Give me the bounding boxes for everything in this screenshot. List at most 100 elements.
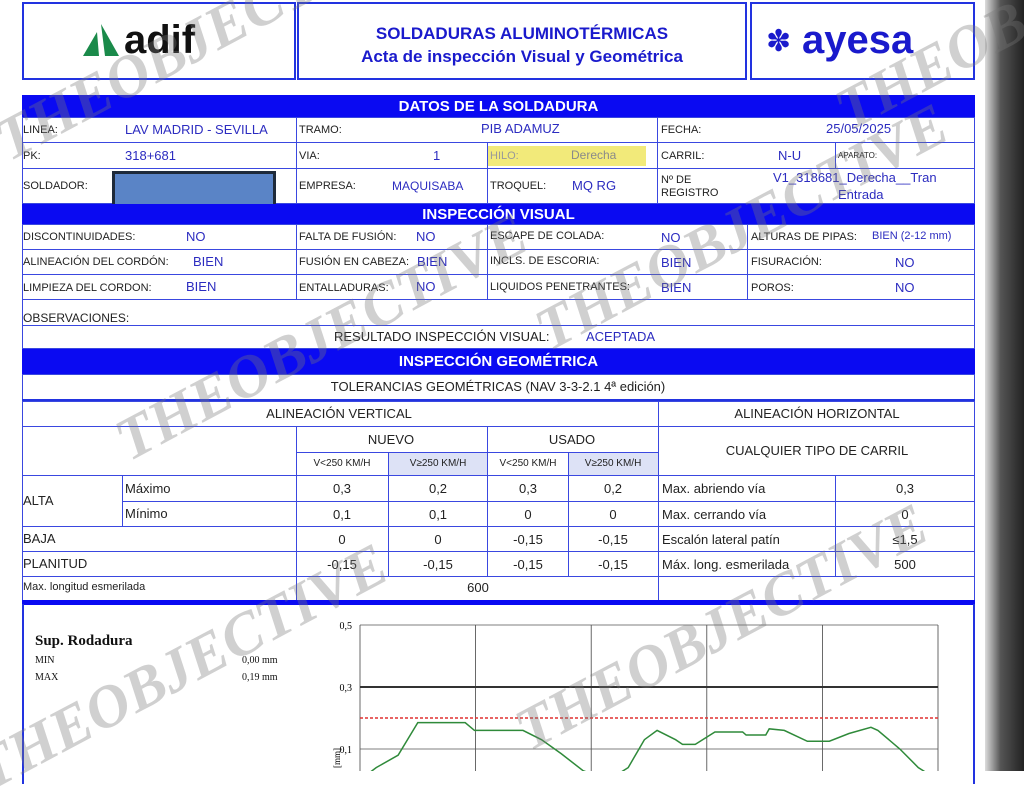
tolerance-value: 0,1 xyxy=(332,507,352,522)
vertical-header: ALINEACIÓN VERTICAL xyxy=(266,406,412,421)
speed-label: V<250 KM/H xyxy=(313,458,371,469)
blank-cell xyxy=(22,426,297,476)
chart-min-value: 0,00 mm xyxy=(242,655,278,666)
registro-label-2: REGISTRO xyxy=(661,187,719,199)
usado-header: USADO xyxy=(548,432,596,447)
liquidos-label: LIQUIDOS PENETRANTES: xyxy=(490,281,630,293)
tolerance-value: -0,15 xyxy=(423,557,453,572)
empresa-label: EMPRESA: xyxy=(299,180,356,192)
h-label: Escalón lateral patín xyxy=(662,532,780,547)
minimo-label: Mínimo xyxy=(125,506,168,521)
limpieza-value: BIEN xyxy=(186,279,217,294)
tolerance-value: 0,3 xyxy=(332,481,352,496)
discontinuidades-label: DISCONTINUIDADES: xyxy=(23,231,136,243)
chart-max-label: MAX xyxy=(35,672,59,683)
ayesa-logo-icon: ✽ xyxy=(766,25,792,58)
speed-label: V<250 KM/H xyxy=(499,458,557,469)
tolerance-value: 0,1 xyxy=(428,507,448,522)
baja-label: BAJA xyxy=(23,531,56,546)
ayesa-logo-text: ayesa xyxy=(802,18,914,62)
geometric-bottom-rule xyxy=(22,600,975,605)
pk-label: PK: xyxy=(23,150,41,162)
tolerance-value: 0,2 xyxy=(603,481,623,496)
visual-divider xyxy=(296,224,297,300)
visual-divider xyxy=(747,224,748,300)
carril-value: N-U xyxy=(778,148,802,163)
max-long-label: Max. longitud esmerilada xyxy=(23,581,146,593)
fusion-cabeza-label: FUSIÓN EN CABEZA: xyxy=(299,256,410,268)
visual-divider xyxy=(487,224,488,300)
tolerance-value: 0 xyxy=(609,507,617,522)
h-label: Max. cerrando vía xyxy=(662,507,767,522)
discontinuidades-value: NO xyxy=(186,229,206,244)
escape-colada-label: ESCAPE DE COLADA: xyxy=(490,230,605,242)
adif-logo-box: adif xyxy=(22,2,296,80)
tolerance-value: -0,15 xyxy=(513,532,543,547)
visual-header: INSPECCIÓN VISUAL xyxy=(22,204,975,224)
tolerance-value: 0,2 xyxy=(428,481,448,496)
via-value: 1 xyxy=(433,148,441,163)
h-value: ≤1,5 xyxy=(892,532,918,547)
alturas-pipas-value: BIEN (2-12 mm) xyxy=(872,230,952,242)
row-tramo xyxy=(296,117,658,143)
tolerancias-title: TOLERANCIAS GEOMÉTRICAS (NAV 3-3-2.1 4ª … xyxy=(330,379,666,394)
tramo-value: PIB ADAMUZ xyxy=(481,121,560,136)
entalladuras-value: NO xyxy=(416,279,436,294)
h-label: Máx. long. esmerilada xyxy=(662,557,790,572)
resultado-value: ACEPTADA xyxy=(586,329,656,344)
adif-logo-text: adif xyxy=(124,18,196,62)
alineacion-cordon-label: ALINEACIÓN DEL CORDÓN: xyxy=(23,256,169,268)
planitud-label: PLANITUD xyxy=(23,556,88,571)
row-via xyxy=(296,142,488,169)
tolerance-value: -0,15 xyxy=(598,557,628,572)
h-value: 0 xyxy=(901,507,909,522)
troquel-value: MQ RG xyxy=(572,178,617,193)
entalladuras-label: ENTALLADURAS: xyxy=(299,282,389,294)
hilo-label: HILO: xyxy=(490,150,519,162)
fecha-value: 25/05/2025 xyxy=(826,121,892,136)
poros-value: NO xyxy=(895,280,915,295)
tolerance-value: -0,15 xyxy=(598,532,628,547)
resultado-label: RESULTADO INSPECCIÓN VISUAL: xyxy=(334,329,550,344)
tolerance-value: 0 xyxy=(434,532,442,547)
falta-fusion-value: NO xyxy=(416,229,436,244)
registro-label-1: Nº DE xyxy=(661,174,692,186)
h-label: Max. abriendo vía xyxy=(662,481,766,496)
aparato-label: APARATO: xyxy=(838,151,878,160)
tolerance-value: 0 xyxy=(338,532,346,547)
resultado-row xyxy=(22,325,975,349)
max-long-value: 600 xyxy=(467,580,489,595)
maximo-label: Máximo xyxy=(125,481,171,496)
carril-label: CARRIL: xyxy=(661,150,705,162)
h-value: 0,3 xyxy=(895,481,915,496)
falta-fusion-label: FALTA DE FUSIÓN: xyxy=(299,231,397,243)
geometrica-header: INSPECCIÓN GEOMÉTRICA xyxy=(22,349,975,374)
cualquier-header: CUALQUIER TIPO DE CARRIL xyxy=(725,443,909,458)
tolerance-value: 0 xyxy=(524,507,532,522)
chart-title: Sup. Rodadura xyxy=(35,633,133,649)
tramo-label: TRAMO: xyxy=(299,124,342,136)
registro-value-1: V1_318681_Derecha__Tran xyxy=(773,170,937,185)
escoria-label: INCLS. DE ESCORIA: xyxy=(490,255,600,267)
ayesa-logo-box: ✽ ayesa xyxy=(750,2,975,80)
liquidos-value: BIEN xyxy=(661,280,692,295)
chart-frame xyxy=(22,604,975,784)
adif-logo-icon xyxy=(83,24,119,56)
datos-header: DATOS DE LA SOLDADURA xyxy=(22,95,975,117)
horizontal-header: ALINEACIÓN HORIZONTAL xyxy=(734,406,900,421)
fisuracion-label: FISURACIÓN: xyxy=(751,256,822,268)
observaciones-row xyxy=(22,299,975,326)
linea-label: LINEA: xyxy=(23,124,58,136)
registro-value-2: Entrada xyxy=(838,187,884,202)
escoria-value: BIEN xyxy=(661,255,692,270)
tolerance-value: -0,15 xyxy=(327,557,357,572)
hilo-value: Derecha xyxy=(571,148,617,162)
via-label: VIA: xyxy=(299,150,320,162)
poros-label: POROS: xyxy=(751,282,794,294)
document-subtitle: Acta de inspección Visual y Geométrica xyxy=(361,47,683,66)
hilo-highlight xyxy=(488,146,646,166)
document-title: SOLDADURAS ALUMINOTÉRMICAS xyxy=(375,24,669,43)
troquel-label: TROQUEL: xyxy=(490,180,547,192)
pk-value: 318+681 xyxy=(125,148,176,163)
blank-cell xyxy=(658,576,975,601)
